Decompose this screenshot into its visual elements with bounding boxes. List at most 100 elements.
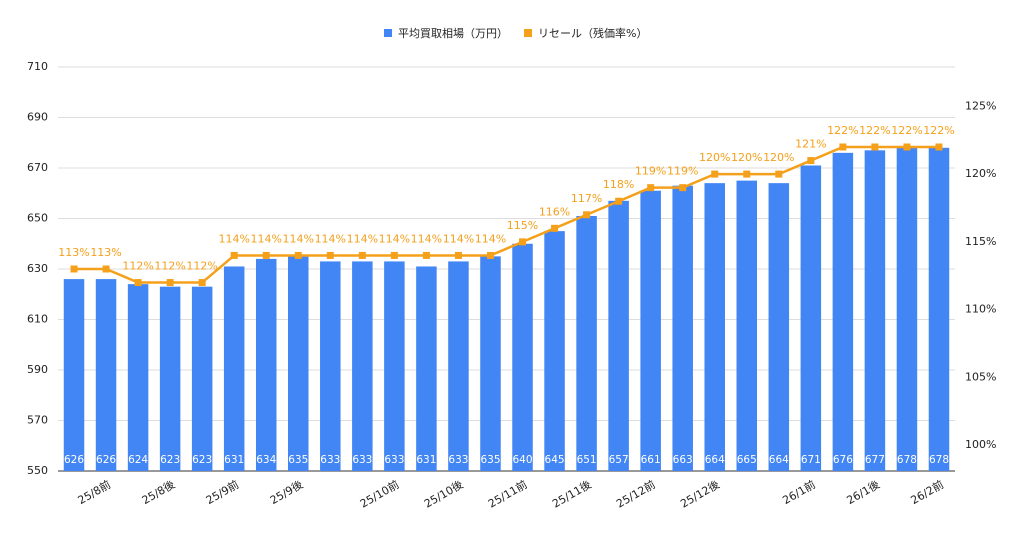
bar-value-label: 623 — [160, 454, 180, 466]
y-tick-label: 630 — [27, 262, 48, 275]
bar-value-label: 626 — [64, 454, 84, 466]
line-marker — [358, 251, 366, 259]
bar-value-label: 661 — [641, 454, 661, 466]
y2-tick-label: 105% — [965, 370, 996, 383]
x-tick-label: 25/8前 — [75, 477, 113, 507]
line-value-label: 113% — [90, 246, 121, 259]
bar-value-label: 640 — [512, 454, 532, 466]
bar — [608, 200, 629, 471]
bar-value-label: 664 — [769, 454, 789, 466]
line-marker — [839, 143, 847, 151]
y-tick-label: 550 — [27, 464, 48, 477]
line-marker — [454, 251, 462, 259]
line-marker — [294, 251, 302, 259]
bar-value-label: 624 — [128, 454, 148, 466]
line-value-label: 116% — [539, 205, 570, 218]
line-value-label: 120% — [731, 151, 762, 164]
bar-value-label: 633 — [384, 454, 404, 466]
line-value-label: 114% — [411, 232, 442, 245]
y-tick-label: 610 — [27, 313, 48, 326]
bar-value-label: 631 — [416, 454, 436, 466]
x-tick-label: 26/1後 — [844, 477, 882, 507]
line-marker — [519, 238, 527, 246]
line-marker — [871, 143, 879, 151]
bar-value-label: 631 — [224, 454, 244, 466]
bar — [480, 256, 501, 471]
bar — [320, 261, 341, 471]
bar — [672, 185, 693, 472]
line-value-label: 114% — [251, 232, 282, 245]
x-tick-label: 26/2前 — [908, 477, 946, 507]
x-tick-label: 26/1前 — [780, 477, 818, 507]
y2-tick-label: 100% — [965, 438, 996, 451]
bar-value-label: 623 — [192, 454, 212, 466]
x-tick-label: 25/11後 — [550, 477, 594, 510]
line-marker — [166, 279, 174, 287]
line-value-label: 114% — [347, 232, 378, 245]
bar — [255, 258, 277, 471]
bar-value-label: 635 — [480, 454, 500, 466]
bar-value-label: 671 — [801, 454, 821, 466]
line-marker — [679, 184, 687, 192]
bar — [95, 279, 117, 471]
line-value-label: 114% — [283, 232, 314, 245]
x-tick-label: 25/12前 — [614, 477, 658, 510]
bar-value-label: 664 — [705, 454, 725, 466]
line-marker — [262, 251, 270, 259]
line-value-label: 119% — [635, 165, 666, 178]
line-marker — [422, 251, 430, 259]
legend-swatch — [524, 29, 532, 37]
line-marker — [807, 157, 815, 165]
line-marker — [70, 265, 78, 273]
line-value-label: 114% — [475, 232, 506, 245]
line-value-label: 122% — [827, 124, 858, 137]
bar-value-label: 663 — [673, 454, 693, 466]
line-marker — [486, 251, 494, 259]
bar-value-label: 626 — [96, 454, 116, 466]
bar — [512, 243, 533, 471]
line-marker — [230, 251, 238, 259]
bar-value-label: 633 — [448, 454, 468, 466]
bar-value-label: 634 — [256, 454, 276, 466]
x-tick-label: 25/8後 — [139, 477, 177, 507]
line-value-label: 112% — [186, 260, 217, 273]
y-tick-label: 710 — [27, 60, 48, 73]
line-marker — [903, 143, 911, 151]
bar — [704, 183, 725, 471]
line-value-label: 122% — [859, 124, 890, 137]
line-marker — [326, 251, 334, 259]
line-value-label: 115% — [507, 219, 538, 232]
bar — [544, 231, 565, 471]
y-tick-label: 670 — [27, 161, 48, 174]
y2-tick-label: 110% — [965, 303, 996, 316]
y2-tick-label: 120% — [965, 167, 996, 180]
line-value-label: 113% — [58, 246, 89, 259]
line-value-label: 112% — [154, 260, 185, 273]
bar — [448, 261, 469, 471]
bar — [288, 256, 309, 471]
bar — [576, 215, 597, 471]
legend-label: リセール（残価率%） — [538, 26, 647, 40]
line-marker — [743, 170, 751, 178]
y2-tick-label: 115% — [965, 235, 996, 248]
bar-value-label: 645 — [545, 454, 565, 466]
bar-value-label: 633 — [320, 454, 340, 466]
line-marker — [102, 265, 110, 273]
line-value-label: 122% — [923, 124, 954, 137]
x-tick-label: 25/9前 — [203, 477, 241, 507]
bar-value-label: 665 — [737, 454, 757, 466]
line — [74, 145, 939, 284]
line-marker — [775, 170, 783, 178]
legend-swatch — [384, 29, 392, 37]
bar-value-label: 635 — [288, 454, 308, 466]
line-marker — [615, 197, 623, 205]
line-marker — [583, 211, 591, 219]
line-value-label: 117% — [571, 192, 602, 205]
y-tick-label: 570 — [27, 414, 48, 427]
line-value-label: 112% — [122, 260, 153, 273]
bar — [191, 286, 213, 471]
y-tick-label: 590 — [27, 363, 48, 376]
line-value-label: 122% — [891, 124, 922, 137]
bar-value-label: 657 — [609, 454, 629, 466]
